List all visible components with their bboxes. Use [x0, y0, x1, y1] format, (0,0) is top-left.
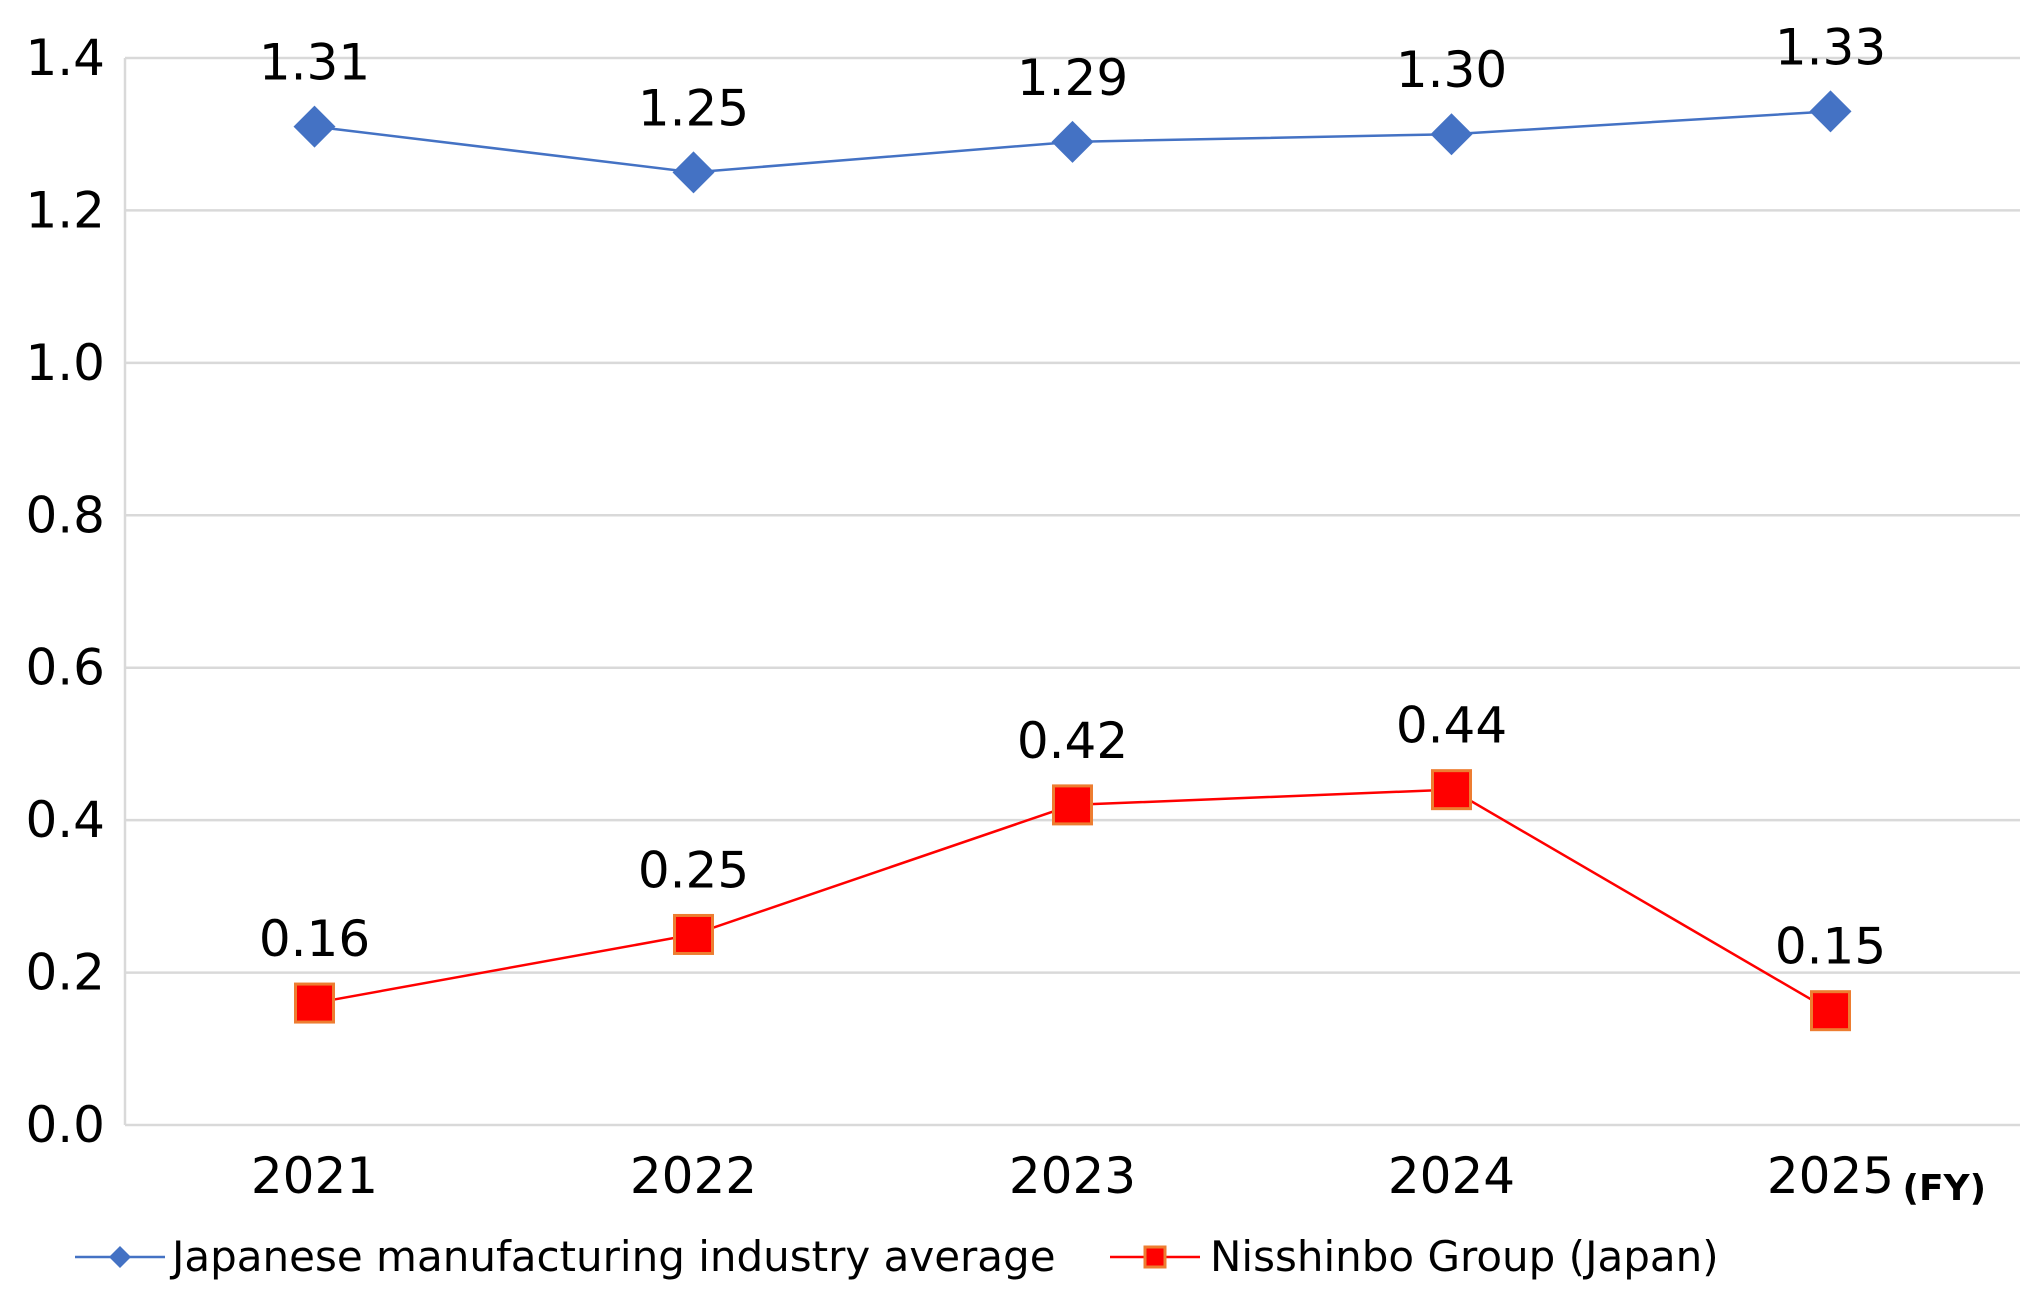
legend-item: Japanese manufacturing industry average: [75, 1232, 1056, 1281]
diamond-marker: [672, 151, 715, 194]
data-label: 0.25: [638, 841, 749, 899]
y-tick-label: 1.0: [25, 334, 105, 392]
y-tick-label: 0.2: [25, 944, 105, 1002]
y-tick-label: 0.4: [25, 791, 105, 849]
data-labels: 1.31 1.25 1.29 1.30 1.33 0.16 0.25 0.42 0.44 0.15: [259, 18, 1886, 975]
legend-marker-icon: [1143, 1245, 1167, 1269]
diamond-marker: [1430, 113, 1473, 156]
square-marker: [673, 913, 714, 955]
x-tick-label: 2021: [251, 1147, 378, 1205]
diamond-marker: [1809, 90, 1852, 133]
square-marker: [294, 982, 335, 1024]
y-tick-label: 1.4: [25, 29, 105, 87]
legend-label: Nisshinbo Group (Japan): [1210, 1232, 1719, 1281]
diamond-marker: [1051, 120, 1094, 163]
axes: [123, 58, 2020, 1127]
y-tick-label: 0.0: [25, 1096, 105, 1154]
y-axis-tick-labels: 0.0 0.2 0.4 0.6 0.8 1.0 1.2 1.4: [25, 29, 105, 1154]
y-tick-label: 1.2: [25, 181, 105, 239]
data-label: 0.44: [1396, 697, 1507, 755]
data-label: 1.29: [1017, 49, 1128, 107]
grid-lines: [125, 56, 2020, 974]
legend-item: Nisshinbo Group (Japan): [1110, 1232, 1719, 1281]
x-axis-unit-label: (FY): [1903, 1168, 1987, 1209]
data-label: 1.31: [259, 34, 370, 92]
data-label: 1.33: [1775, 18, 1886, 76]
y-tick-label: 0.8: [25, 486, 105, 544]
diamond-marker: [293, 105, 336, 148]
square-marker: [1431, 769, 1472, 811]
y-tick-label: 0.6: [25, 639, 105, 697]
series-1: [294, 769, 1851, 1032]
x-tick-label: 2023: [1009, 1147, 1136, 1205]
series-0: [293, 90, 1852, 194]
x-tick-label: 2025: [1767, 1147, 1894, 1205]
legend-marker-icon: [109, 1246, 131, 1268]
series-layer: [293, 90, 1852, 1032]
data-label: 1.25: [638, 79, 749, 137]
x-tick-label: 2024: [1388, 1147, 1515, 1205]
x-tick-label: 2022: [630, 1147, 757, 1205]
data-label: 1.30: [1396, 41, 1507, 99]
legend: Japanese manufacturing industry average N…: [75, 1232, 1719, 1281]
square-marker: [1052, 784, 1093, 826]
x-axis-tick-labels: 2021 2022 2023 2024 2025: [251, 1147, 1894, 1205]
data-label: 0.16: [259, 910, 370, 968]
data-label: 0.15: [1775, 918, 1886, 976]
legend-label: Japanese manufacturing industry average: [169, 1232, 1056, 1281]
data-label: 0.42: [1017, 712, 1128, 770]
square-marker: [1810, 990, 1851, 1032]
